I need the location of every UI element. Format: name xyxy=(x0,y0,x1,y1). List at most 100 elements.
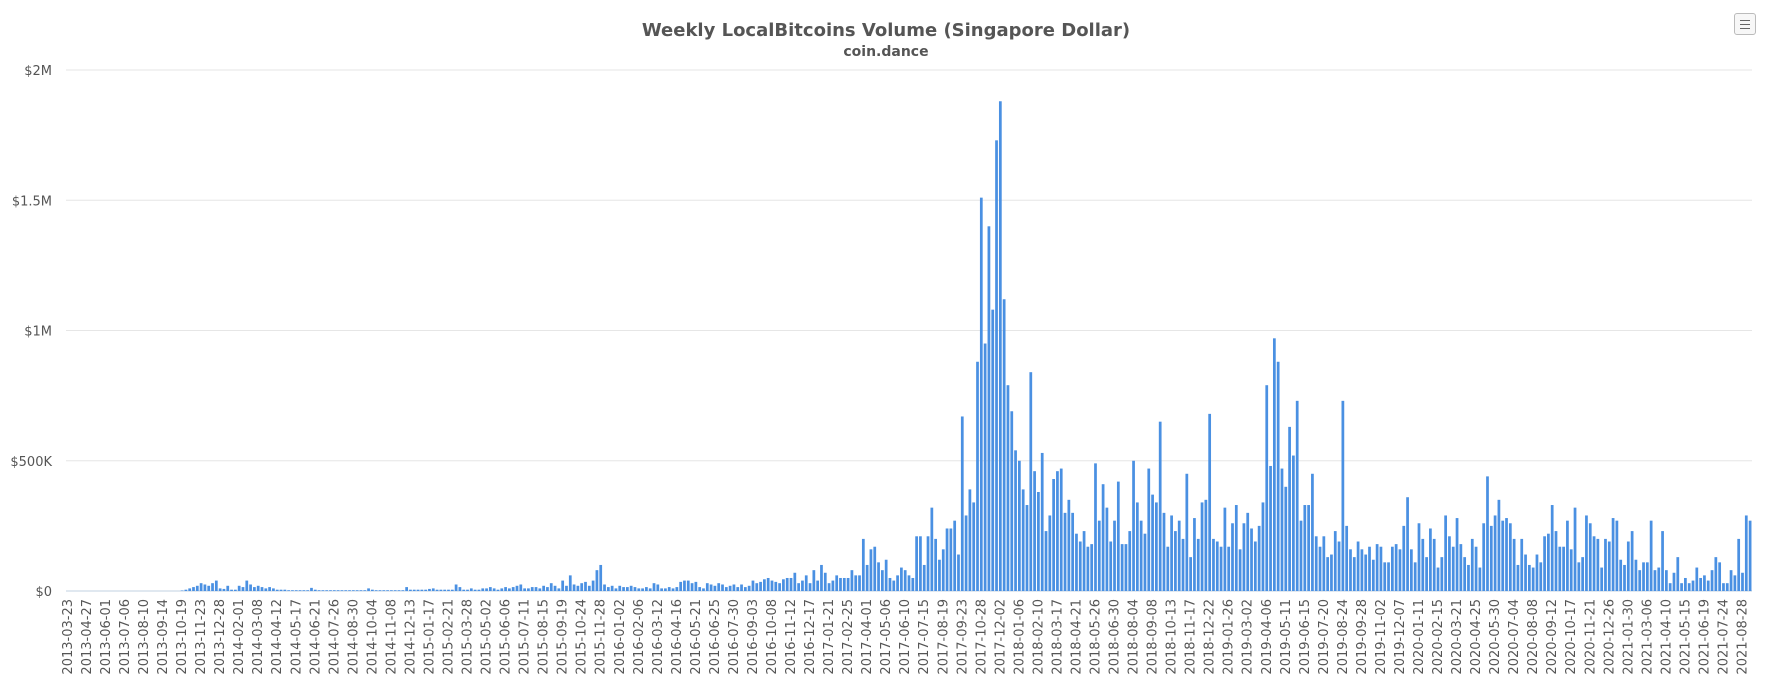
bar[interactable] xyxy=(1257,525,1261,592)
bar[interactable] xyxy=(371,589,374,591)
bar[interactable] xyxy=(473,589,477,591)
bar[interactable] xyxy=(1623,564,1626,591)
bar[interactable] xyxy=(1459,544,1463,591)
bar[interactable] xyxy=(614,588,618,591)
bar[interactable] xyxy=(1684,577,1687,591)
bar[interactable] xyxy=(1010,411,1014,591)
bar[interactable] xyxy=(1432,538,1436,591)
bar[interactable] xyxy=(755,583,759,591)
bar[interactable] xyxy=(511,587,515,591)
bar[interactable] xyxy=(1223,507,1227,591)
bar[interactable] xyxy=(1006,385,1010,591)
bar[interactable] xyxy=(462,589,466,591)
bar[interactable] xyxy=(1486,476,1489,591)
bar[interactable] xyxy=(409,589,412,591)
bar[interactable] xyxy=(1554,531,1558,591)
bar[interactable] xyxy=(1253,541,1257,592)
bar[interactable] xyxy=(789,577,793,591)
bar[interactable] xyxy=(782,579,785,591)
bar[interactable] xyxy=(553,585,557,591)
bar[interactable] xyxy=(363,590,367,591)
bar[interactable] xyxy=(816,580,820,591)
bar[interactable] xyxy=(1295,400,1299,591)
bar[interactable] xyxy=(865,564,869,591)
bar[interactable] xyxy=(1588,523,1592,591)
bar[interactable] xyxy=(1307,505,1310,591)
bar[interactable] xyxy=(1349,549,1352,591)
bar[interactable] xyxy=(968,489,972,591)
bar[interactable] xyxy=(443,589,447,591)
bar[interactable] xyxy=(1722,583,1725,591)
bar[interactable] xyxy=(831,580,835,591)
bar[interactable] xyxy=(412,589,416,591)
bar[interactable] xyxy=(1368,546,1371,591)
bar[interactable] xyxy=(1231,523,1234,591)
bar[interactable] xyxy=(287,590,291,591)
bar[interactable] xyxy=(1048,515,1052,591)
bar[interactable] xyxy=(1615,520,1619,591)
bar[interactable] xyxy=(565,585,568,591)
bar[interactable] xyxy=(1638,570,1642,591)
bar[interactable] xyxy=(355,590,359,591)
bar[interactable] xyxy=(477,589,481,591)
bar[interactable] xyxy=(1166,546,1170,591)
bar[interactable] xyxy=(645,587,648,591)
bar[interactable] xyxy=(1109,541,1113,592)
bar[interactable] xyxy=(1547,533,1550,591)
bar[interactable] xyxy=(1505,518,1508,591)
bar[interactable] xyxy=(861,538,865,591)
bar[interactable] xyxy=(1687,583,1691,591)
bar[interactable] xyxy=(576,585,580,591)
bar[interactable] xyxy=(447,589,450,591)
bar[interactable] xyxy=(606,587,610,591)
bar[interactable] xyxy=(785,577,789,591)
bar[interactable] xyxy=(1520,538,1524,591)
bar[interactable] xyxy=(1710,570,1714,591)
bar[interactable] xyxy=(1451,546,1455,591)
bar[interactable] xyxy=(698,587,702,591)
bar[interactable] xyxy=(972,502,976,591)
bar[interactable] xyxy=(1246,512,1250,591)
bar[interactable] xyxy=(549,583,553,591)
bar[interactable] xyxy=(1059,468,1063,591)
bar[interactable] xyxy=(892,580,896,591)
bar[interactable] xyxy=(485,588,488,591)
bar[interactable] xyxy=(481,588,485,591)
bar[interactable] xyxy=(976,361,979,591)
bar[interactable] xyxy=(207,585,211,591)
bar[interactable] xyxy=(226,585,230,591)
bar[interactable] xyxy=(329,590,332,591)
bar[interactable] xyxy=(1371,559,1375,591)
bar[interactable] xyxy=(279,589,283,591)
bar[interactable] xyxy=(827,583,831,591)
bar[interactable] xyxy=(1101,484,1105,591)
bar[interactable] xyxy=(1143,533,1147,591)
bar[interactable] xyxy=(667,587,671,591)
bar[interactable] xyxy=(378,590,382,591)
bar[interactable] xyxy=(1645,562,1649,591)
bar[interactable] xyxy=(211,583,214,591)
bar[interactable] xyxy=(192,587,195,591)
bar[interactable] xyxy=(1569,549,1573,591)
bar[interactable] xyxy=(728,585,732,591)
bar[interactable] xyxy=(854,575,858,591)
bar[interactable] xyxy=(428,588,431,591)
bar[interactable] xyxy=(724,587,728,591)
bar[interactable] xyxy=(1181,538,1185,591)
bar[interactable] xyxy=(759,581,762,591)
bar[interactable] xyxy=(1052,478,1055,591)
bar[interactable] xyxy=(1474,546,1478,591)
bar[interactable] xyxy=(420,589,424,591)
bar[interactable] xyxy=(1177,520,1181,591)
bar[interactable] xyxy=(580,583,584,591)
bar[interactable] xyxy=(1592,536,1596,591)
bar[interactable] xyxy=(1265,385,1269,591)
bar[interactable] xyxy=(336,590,340,591)
bar[interactable] xyxy=(778,583,781,591)
bar[interactable] xyxy=(306,590,310,591)
bar[interactable] xyxy=(546,587,549,591)
bar[interactable] xyxy=(1094,463,1097,591)
bar[interactable] xyxy=(743,587,747,591)
bar[interactable] xyxy=(218,588,222,591)
bar[interactable] xyxy=(1440,557,1444,591)
